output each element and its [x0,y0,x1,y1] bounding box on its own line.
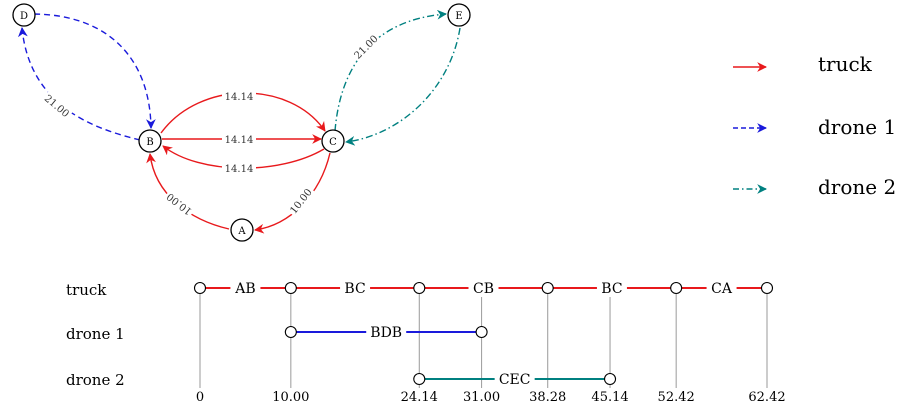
timeline-event-marker [760,281,774,295]
edge-label-b-c-top: 14.14 [222,90,256,103]
svg-text:C: C [329,137,337,148]
timeline-segments: AB BC CB BC CA BDB CEC [193,279,774,388]
edge-e-c [345,27,461,146]
edge-label-c-e: 21.00 [350,31,382,63]
svg-text:14.14: 14.14 [225,164,254,175]
svg-text:14.14: 14.14 [225,92,254,103]
edge-label-c-a: 10.00 [285,184,316,218]
timeline-event-marker [603,372,617,386]
row-label-drone2: drone 2 [66,371,125,389]
tick-label-3: 31.00 [463,390,500,405]
node-b: B [138,129,162,153]
legend-item-drone1: drone 1 [733,115,896,139]
svg-text:drone 1: drone 1 [818,115,896,139]
edge-d-b [33,13,156,129]
segment-label-6: CEC [499,372,531,388]
node-a: A [230,218,254,242]
segment-label-bg-0 [230,279,261,297]
segment-label-3: BC [601,281,622,297]
row-label-truck: truck [66,281,107,299]
segment-label-1: BC [344,281,365,297]
edge-b-d [17,27,141,141]
segment-label-bg-4 [706,279,737,297]
edge-label-b-c-mid: 14.14 [222,133,256,146]
segment-label-2: CB [473,281,494,297]
row-label-drone1: drone 1 [66,325,125,343]
timeline-event-marker [193,281,207,295]
timeline-event-marker [413,281,426,295]
timeline-event-marker [284,325,297,339]
timeline-event-marker [284,281,297,295]
segment-label-bg-3 [596,279,627,297]
svg-text:E: E [455,11,462,22]
node-c: C [321,129,345,153]
timeline-event-marker [541,281,554,295]
svg-text:D: D [20,11,28,22]
tick-label-7: 62.42 [748,390,785,405]
tick-label-0: 0 [196,390,204,405]
edge-a-b [146,153,230,230]
segment-label-bg-2 [468,279,499,297]
segment-label-5: BDB [370,325,402,341]
edge-label-c-b: 14.14 [222,162,256,175]
edge-label-a-b: 10.00 [162,189,196,220]
edge-c-e [334,9,447,132]
edge-label-b-d: 21.00 [40,90,74,122]
tick-label-1: 10.00 [272,390,309,405]
timeline-ticks: 0 10.00 24.14 31.00 38.28 45.14 52.42 62.42 [196,282,786,405]
legend-item-drone2: drone 2 [733,175,896,199]
timeline: truck drone 1 drone 2 0 10.00 24.14 31.00 38… [66,279,786,405]
legend-item-truck: truck [733,52,873,76]
svg-text:A: A [237,226,246,237]
segment-label-bg-1 [340,279,371,297]
tick-label-4: 38.28 [529,390,566,405]
svg-text:drone 2: drone 2 [818,175,896,199]
segment-label-bg-6 [494,370,535,388]
segment-label-4: CA [711,281,733,297]
tick-label-5: 45.14 [591,390,628,405]
node-d: D [12,3,36,27]
svg-text:14.14: 14.14 [225,135,254,146]
tick-label-6: 52.42 [658,390,695,405]
segment-label-0: AB [234,281,255,297]
timeline-event-marker [413,372,426,386]
tick-label-2: 24.14 [401,390,438,405]
node-e: E [447,3,471,27]
timeline-event-marker [670,281,683,295]
svg-text:truck: truck [818,52,873,76]
segment-label-bg-5 [366,323,407,341]
timeline-event-marker [475,325,488,339]
svg-text:B: B [146,137,153,148]
edge-c-a [254,152,331,234]
legend: truck drone 1 drone 2 [733,52,896,199]
